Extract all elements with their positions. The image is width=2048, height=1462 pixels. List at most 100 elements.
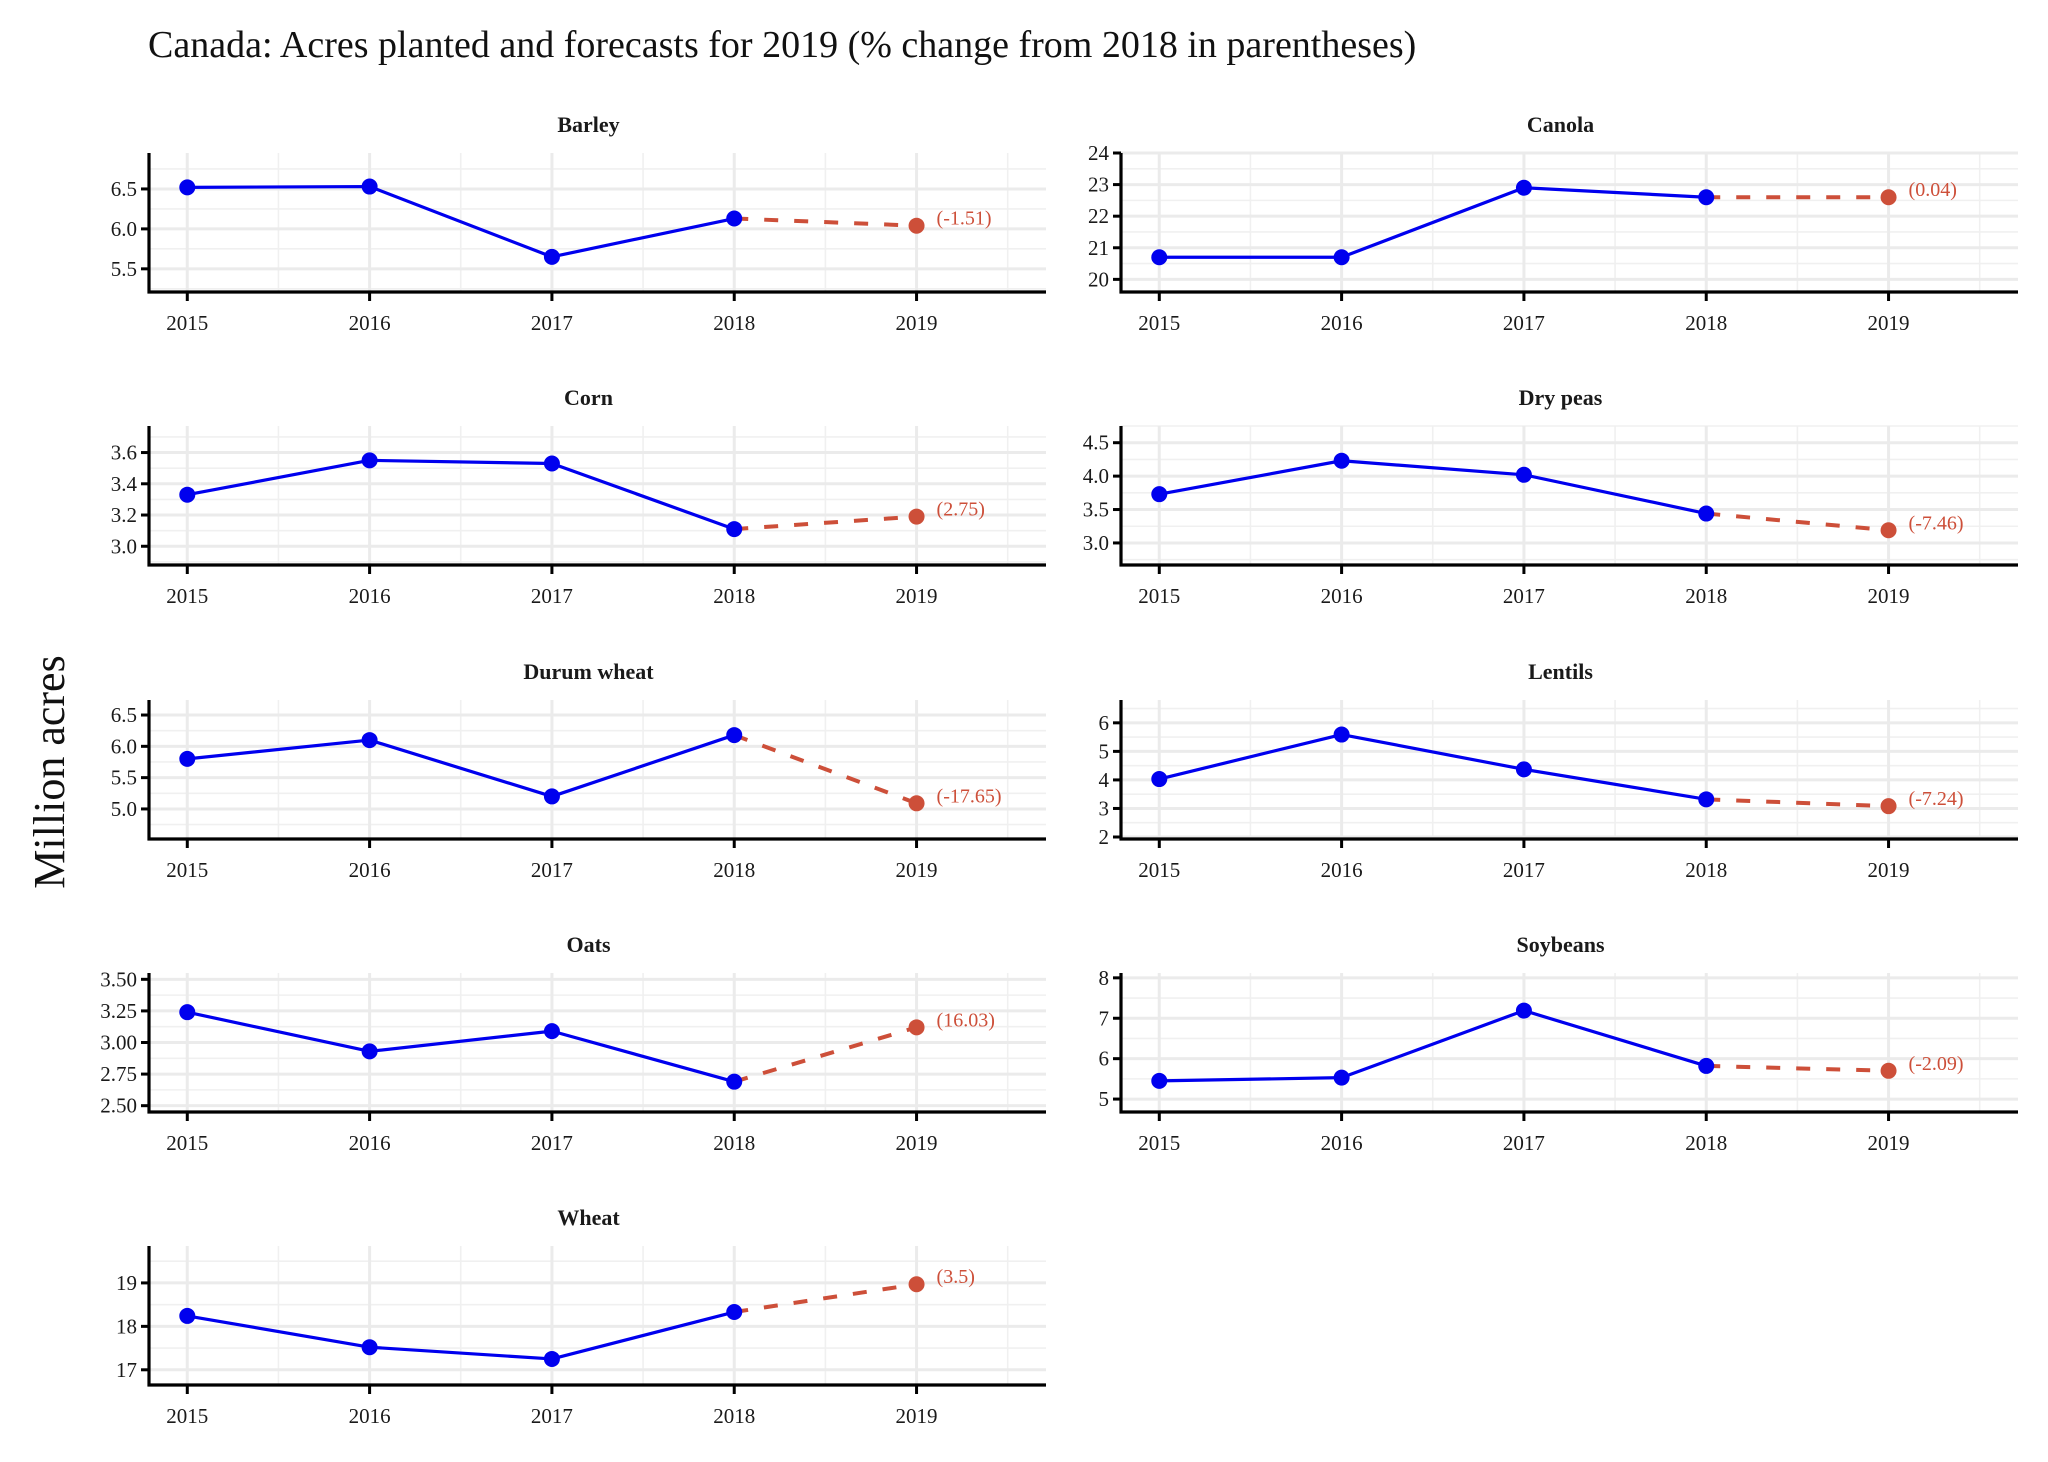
y-tick-label: 2 [1099, 825, 1110, 849]
x-tick-label: 2016 [349, 311, 391, 335]
actual-point-2016 [361, 1339, 378, 1356]
y-tick-label: 19 [116, 1271, 137, 1295]
x-tick-label: 2016 [1321, 584, 1363, 608]
actual-point-2015 [1151, 486, 1168, 503]
x-tick-label: 2018 [713, 1131, 755, 1155]
panel-title: Wheat [557, 1205, 620, 1230]
x-tick-label: 2015 [1138, 311, 1180, 335]
x-tick-label: 2015 [1138, 1131, 1180, 1155]
y-tick-label: 5.5 [111, 766, 137, 790]
x-tick-label: 2015 [166, 858, 208, 882]
x-tick-label: 2016 [1321, 858, 1363, 882]
actual-point-2015 [1151, 249, 1168, 266]
pct-change-label: (-7.46) [1909, 512, 1964, 534]
pct-change-label: (16.03) [937, 1009, 995, 1031]
forecast-dashed-line [734, 216, 917, 228]
actual-point-2018 [726, 1304, 743, 1321]
panel-title: Canola [1527, 112, 1594, 137]
y-tick-label: 3.4 [111, 472, 138, 496]
actual-point-2017 [543, 248, 560, 265]
forecast-point-2019 [908, 1276, 925, 1293]
x-tick-label: 2016 [1321, 311, 1363, 335]
actual-point-2018 [1698, 505, 1715, 522]
x-tick-label: 2017 [531, 1131, 573, 1155]
pct-change-label: (-2.09) [1909, 1053, 1964, 1075]
y-tick-label: 6.5 [111, 703, 137, 727]
actual-point-2017 [1515, 179, 1532, 196]
actual-point-2016 [361, 452, 378, 469]
actual-point-2017 [543, 1023, 560, 1040]
actual-series-line [187, 1310, 735, 1361]
actual-point-2015 [179, 750, 196, 767]
x-tick-label: 2017 [1503, 858, 1545, 882]
x-tick-label: 2018 [1685, 858, 1727, 882]
y-tick-label: 4.5 [1083, 431, 1109, 455]
x-tick-label: 2017 [1503, 584, 1545, 608]
y-tick-label: 5.5 [111, 257, 137, 281]
x-tick-label: 2019 [896, 1404, 938, 1428]
y-tick-label: 24 [1088, 141, 1110, 165]
actual-point-2018 [726, 521, 743, 538]
y-tick-label: 7 [1099, 1006, 1110, 1030]
forecast-point-2019 [908, 508, 925, 525]
y-tick-label: 3 [1099, 796, 1110, 820]
y-tick-label: 5.0 [111, 797, 137, 821]
y-tick-label: 18 [116, 1314, 137, 1338]
x-tick-label: 2015 [166, 584, 208, 608]
forecast-dashed-line [1706, 511, 1889, 533]
actual-series-line [186, 458, 735, 531]
panel-corn: Corn 3.0 3.2 3.4 3.6 2015 2016 2017 2018 2019 (2.7… [111, 385, 1046, 608]
actual-point-2016 [361, 732, 378, 749]
actual-point-2015 [179, 1004, 196, 1021]
x-tick-label: 2019 [1868, 311, 1910, 335]
forecast-point-2019 [1880, 522, 1897, 539]
y-tick-label: 5 [1099, 1087, 1110, 1111]
y-tick-label: 23 [1088, 173, 1109, 197]
x-tick-label: 2017 [531, 1404, 573, 1428]
x-tick-label: 2018 [713, 1404, 755, 1428]
forecast-dashed-line [733, 1025, 918, 1084]
x-tick-label: 2016 [1321, 1131, 1363, 1155]
x-tick-label: 2019 [1868, 584, 1910, 608]
actual-point-2017 [543, 788, 560, 805]
x-tick-label: 2017 [531, 858, 573, 882]
x-tick-label: 2017 [1503, 1131, 1545, 1155]
actual-series-line [186, 1010, 735, 1084]
panel-durum-wheat: Durum wheat 5.0 5.5 6.0 6.5 2015 2016 2017 2018 2… [111, 659, 1046, 882]
y-tick-label: 3.00 [100, 1031, 137, 1055]
y-tick-label: 21 [1088, 236, 1109, 260]
x-tick-label: 2017 [1503, 311, 1545, 335]
panel-dry-peas: Dry peas 3.0 3.5 4.0 4.5 2015 2016 2017 2018 2019… [1083, 385, 2018, 608]
pct-change-label: (-7.24) [1909, 788, 1964, 810]
panel-title: Corn [564, 385, 613, 410]
panel-barley: Barley 5.5 6.0 6.5 2015 2016 2017 2018 2019 (-1.5… [111, 112, 1046, 335]
y-tick-label: 3.5 [1083, 498, 1109, 522]
actual-point-2016 [1333, 1069, 1350, 1086]
y-tick-label: 3.25 [100, 999, 137, 1023]
panel-lentils: Lentils 2 3 4 5 6 2015 2016 2017 2018 2019 (-7.24) [1099, 659, 2018, 882]
x-tick-label: 2016 [349, 1404, 391, 1428]
forecast-point-2019 [1880, 1062, 1897, 1079]
y-tick-label: 6.0 [111, 734, 137, 758]
actual-series-line [187, 184, 735, 259]
x-tick-label: 2019 [896, 858, 938, 882]
pct-change-label: (-17.65) [937, 785, 1002, 807]
actual-point-2018 [1698, 791, 1715, 808]
pct-change-label: (3.5) [937, 1266, 975, 1288]
panel-soybeans: Soybeans 5 6 7 8 2015 2016 2017 2018 2019 (-2.09) [1099, 932, 2018, 1155]
actual-point-2015 [179, 486, 196, 503]
forecast-dashed-line [733, 733, 918, 806]
x-tick-label: 2019 [1868, 858, 1910, 882]
forecast-dashed-line [1706, 797, 1889, 809]
forecast-point-2019 [908, 1019, 925, 1036]
actual-point-2015 [179, 179, 196, 196]
forecast-point-2019 [1880, 189, 1897, 206]
actual-series-line [187, 733, 735, 799]
chart-title: Canada: Acres planted and forecasts for … [148, 24, 1416, 66]
x-tick-label: 2015 [166, 1131, 208, 1155]
y-tick-label: 8 [1099, 966, 1110, 990]
actual-point-2015 [179, 1307, 196, 1324]
y-tick-label: 3.2 [111, 503, 137, 527]
